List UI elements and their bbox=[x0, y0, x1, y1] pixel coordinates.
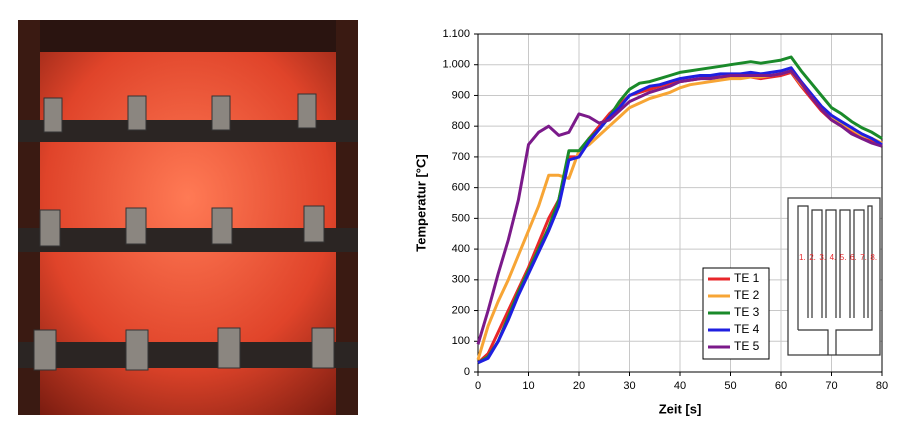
inset-label: 8. bbox=[870, 253, 877, 262]
inset-label: 5. bbox=[840, 253, 847, 262]
inset-label: 6. bbox=[850, 253, 857, 262]
inset-label: 2. bbox=[809, 253, 816, 262]
series-line bbox=[476, 69, 883, 345]
inset-label: 4. bbox=[830, 253, 837, 262]
y-tick-label: 400 bbox=[452, 243, 470, 255]
legend: TE 1 TE 2 TE 3 TE 4 TE 5 bbox=[702, 267, 770, 360]
legend-label: TE 3 bbox=[734, 305, 760, 319]
y-tick-label: 800 bbox=[452, 120, 470, 132]
x-tick-label: 10 bbox=[522, 380, 534, 392]
x-tick-label: 80 bbox=[876, 380, 888, 392]
legend-label: TE 2 bbox=[734, 288, 760, 302]
y-axis-label: Temperatur [°C] bbox=[413, 154, 428, 251]
inset-label: 1. bbox=[799, 253, 806, 262]
y-tick-label: 200 bbox=[452, 304, 470, 316]
x-tick-label: 70 bbox=[825, 380, 837, 392]
y-tick-label: 500 bbox=[452, 212, 470, 224]
x-tick-label: 30 bbox=[623, 380, 635, 392]
photo bbox=[18, 20, 358, 415]
legend-label: TE 5 bbox=[734, 339, 760, 353]
y-tick-label: 1.000 bbox=[442, 59, 470, 71]
x-tick-label: 50 bbox=[724, 380, 736, 392]
legend-label: TE 1 bbox=[734, 271, 760, 285]
y-tick-label: 0 bbox=[464, 366, 470, 378]
y-tick-label: 1.100 bbox=[442, 28, 470, 40]
inset-label: 3. bbox=[819, 253, 826, 262]
y-tick-label: 700 bbox=[452, 151, 470, 163]
legend-label: TE 4 bbox=[734, 322, 760, 336]
series-line bbox=[477, 66, 883, 365]
x-tick-label: 20 bbox=[573, 380, 585, 392]
x-tick-label: 40 bbox=[674, 380, 686, 392]
y-tick-label: 900 bbox=[452, 89, 470, 101]
x-axis-label: Zeit [s] bbox=[659, 401, 702, 416]
y-tick-label: 300 bbox=[452, 274, 470, 286]
inset-diagram bbox=[787, 197, 881, 356]
y-tick-label: 100 bbox=[452, 335, 470, 347]
y-tick-label: 600 bbox=[452, 182, 470, 194]
x-tick-label: 60 bbox=[775, 380, 787, 392]
inset-label: 7. bbox=[860, 253, 867, 262]
x-tick-label: 0 bbox=[475, 380, 481, 392]
